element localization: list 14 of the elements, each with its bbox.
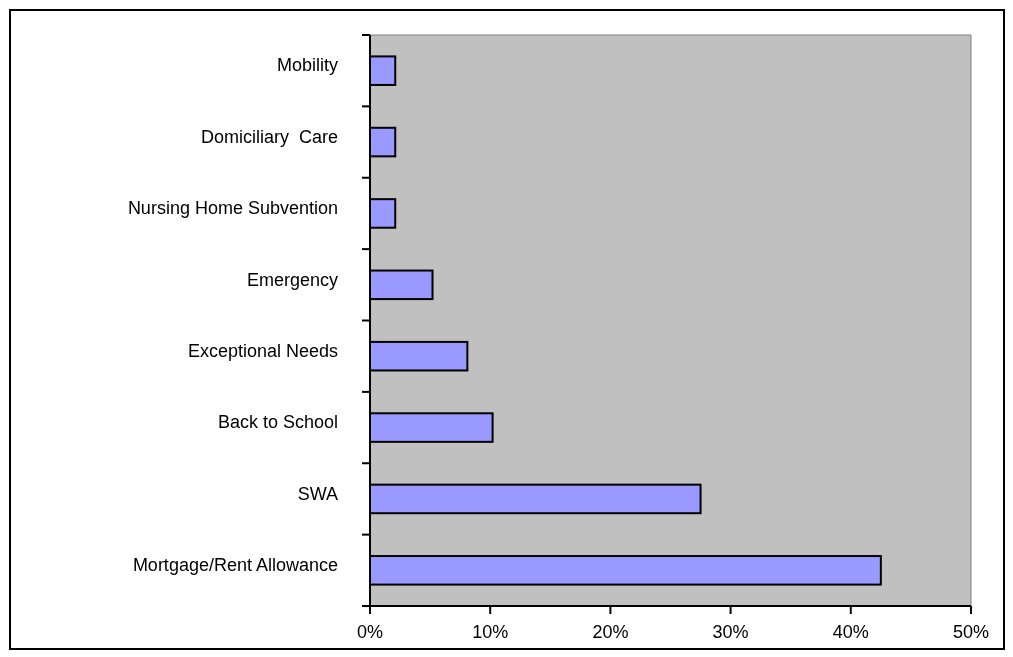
y-tick-label: Nursing Home Subvention (127, 198, 338, 219)
x-tick-label: 50% (952, 622, 990, 642)
y-tick-label: Mobility (276, 55, 338, 76)
x-tick-label: 20% (592, 622, 629, 642)
y-tick-label: Emergency (246, 269, 338, 290)
y-tick-label: Back to School (217, 412, 338, 433)
x-tick-label: 10% (472, 622, 509, 642)
y-tick-label: Exceptional Needs (187, 340, 338, 361)
x-tick-label: 40% (832, 622, 869, 642)
y-tick-label: Mortgage/Rent Allowance (132, 555, 338, 576)
y-tick-label: Domiciliary Care (200, 126, 338, 147)
x-tick-label: 30% (712, 622, 749, 642)
x-tick-label: 0% (356, 622, 384, 642)
y-tick-label: SWA (297, 483, 338, 504)
